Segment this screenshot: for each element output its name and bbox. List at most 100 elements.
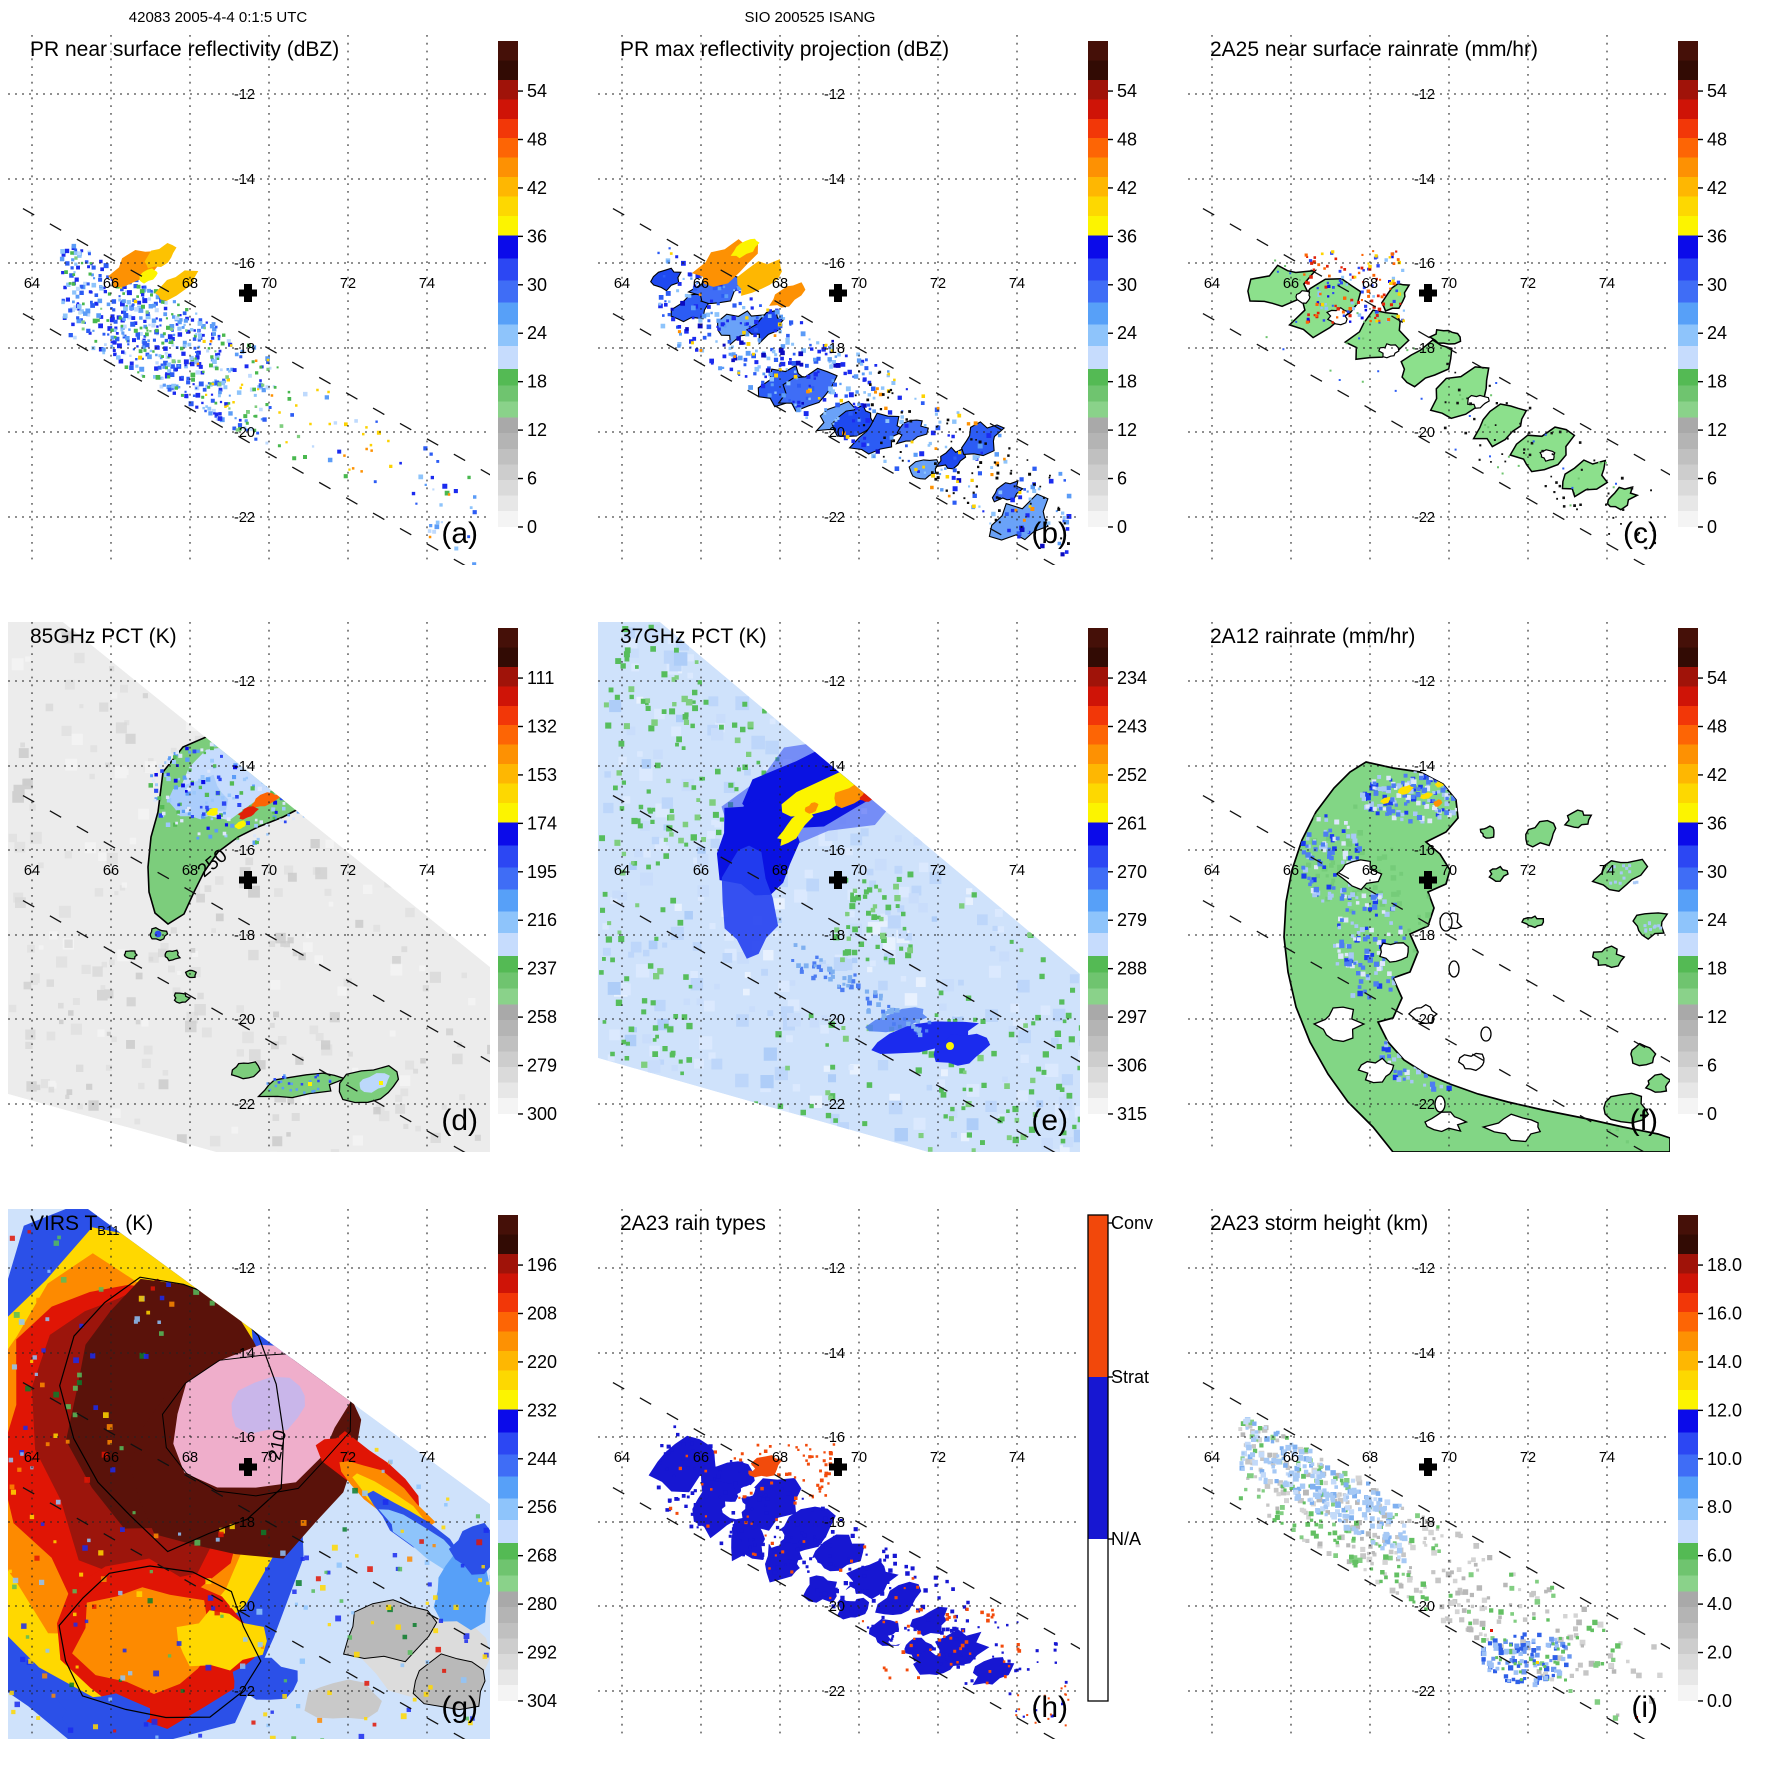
colorbar-tick-label: 174 xyxy=(527,813,557,833)
colorbar-tick-label: 220 xyxy=(527,1352,557,1372)
colorbar-tick-label: 4.0 xyxy=(1707,1594,1732,1614)
lon-label: 68 xyxy=(772,863,788,879)
grid: 64 66 68 70 72 74 -12 -14 -16 -18 -20 -22 xyxy=(8,622,490,1152)
lon-label: 72 xyxy=(930,863,946,879)
lat-label: -20 xyxy=(1414,1599,1435,1615)
lat-label: -16 xyxy=(234,256,255,272)
panel-title-a: PR near surface reflectivity (dBZ) xyxy=(30,38,340,61)
lon-label: 66 xyxy=(1283,1450,1299,1466)
swath-edge-line xyxy=(1188,199,1670,476)
panel-g: 210 64 66 68 70 72 74 -12 -14 -16 -18 -20 -22 (g) VIRS… xyxy=(8,1209,598,1771)
colorbar-tick-label: 42 xyxy=(527,178,547,198)
colorbar-tick-label: 258 xyxy=(527,1007,557,1027)
lat-label: -16 xyxy=(234,843,255,859)
panel-letter: (d) xyxy=(441,1104,478,1137)
lon-label: 74 xyxy=(419,276,435,292)
colorbar-tick-label: 195 xyxy=(527,862,557,882)
colorbar-tick-label: 36 xyxy=(1707,226,1727,246)
lat-label: -12 xyxy=(824,1261,845,1277)
lat-label: -16 xyxy=(824,1430,845,1446)
swath-edge-line xyxy=(598,199,1080,476)
lat-label: -20 xyxy=(824,425,845,441)
colorbar-tick-label: 54 xyxy=(527,81,547,101)
lon-label: 64 xyxy=(24,863,40,879)
center-marker-icon xyxy=(239,284,257,302)
colorbar-tick-label: 16.0 xyxy=(1707,1303,1742,1323)
colorbar-tick-label: 300 xyxy=(527,1104,557,1124)
colorbar-tick-label: 18 xyxy=(1707,959,1727,979)
lat-label: -16 xyxy=(234,1430,255,1446)
colorbar-tick-label: 48 xyxy=(1117,129,1137,149)
panel-h: 64 66 68 70 72 74 -12 -14 -16 -18 -20 -22 (h) 2A23 ra… xyxy=(598,1209,1188,1771)
lat-label: -18 xyxy=(234,928,255,944)
colorbar-tick-label: 237 xyxy=(527,959,557,979)
lat-label: -16 xyxy=(1414,843,1435,859)
colorbar-tick-label: 36 xyxy=(1707,813,1727,833)
colorbar-tick-label: 10.0 xyxy=(1707,1449,1742,1469)
colorbar-d: 111 132 153 174 195 216 237 258 279 300 xyxy=(498,628,557,1124)
center-marker-icon xyxy=(239,871,257,889)
lat-label: -20 xyxy=(1414,1012,1435,1028)
lon-label: 68 xyxy=(182,863,198,879)
panel-title-c: 2A25 near surface rainrate (mm/hr) xyxy=(1210,38,1538,61)
swath-edge-line xyxy=(8,199,490,476)
swath-edge-line xyxy=(1188,1373,1670,1650)
colorbar-tick-label: 208 xyxy=(527,1303,557,1323)
colorbar-tick-label: 6 xyxy=(527,469,537,489)
colorbar-tick-label: 6.0 xyxy=(1707,1546,1732,1566)
orbit-header: 42083 2005-4-4 0:1:5 UTC xyxy=(128,9,308,26)
colorbar-tick-label: 48 xyxy=(1707,716,1727,736)
colorbar-g: 196 208 220 232 244 256 268 280 292 304 xyxy=(498,1215,557,1711)
panel-title-i: 2A23 storm height (km) xyxy=(1210,1212,1429,1235)
panel-title-g: VIRS TB11 (K) xyxy=(30,1212,154,1239)
lon-label: 74 xyxy=(419,863,435,879)
lat-label: -18 xyxy=(1414,1515,1435,1531)
colorbar-tick-label: 268 xyxy=(527,1546,557,1566)
colorbar-tick-label: 48 xyxy=(527,129,547,149)
lat-label: -14 xyxy=(234,172,255,188)
lat-label: -22 xyxy=(824,1684,845,1700)
lat-label: -20 xyxy=(1414,425,1435,441)
colorbar-tick-label: 30 xyxy=(527,275,547,295)
colorbar-tick-label: 256 xyxy=(527,1497,557,1517)
lat-label: -18 xyxy=(234,1515,255,1531)
lon-label: 66 xyxy=(1283,863,1299,879)
colorbar-tick-label: 153 xyxy=(527,765,557,785)
colorbar-tick-label: 12 xyxy=(1707,420,1727,440)
colorbar-tick-label: 48 xyxy=(1707,129,1727,149)
swath-edge-line xyxy=(8,786,490,1063)
colorbar-tick-label: 234 xyxy=(1117,668,1147,688)
colorbar-tick-label: 111 xyxy=(527,668,554,688)
lat-label: -16 xyxy=(1414,256,1435,272)
grid: 64 66 68 70 72 74 -12 -14 -16 -18 -20 -22 xyxy=(598,1209,1080,1739)
lat-label: -22 xyxy=(234,1684,255,1700)
colorbar-tick-label: 6 xyxy=(1707,1056,1717,1076)
colorbar-tick-label: 306 xyxy=(1117,1056,1147,1076)
grid: 64 66 68 70 72 74 -12 -14 -16 -18 -20 -22 xyxy=(1188,622,1670,1152)
colorbar-tick-label: 18 xyxy=(1117,372,1137,392)
center-marker-icon xyxy=(1419,284,1437,302)
lat-label: -14 xyxy=(1414,1346,1435,1362)
lat-label: -14 xyxy=(824,759,845,775)
data-field xyxy=(648,1425,1070,1727)
colorbar-tick-label: 30 xyxy=(1117,275,1137,295)
map-c: 64 66 68 70 72 74 -12 -14 -16 -18 -20 -22 (c) xyxy=(1188,35,1670,565)
lon-label: 70 xyxy=(1441,276,1457,292)
colorbar-tick-label: 12 xyxy=(1707,1007,1727,1027)
map-i: 64 66 68 70 72 74 -12 -14 -16 -18 -20 -22 (i) xyxy=(1188,1209,1670,1739)
grid: 64 66 68 70 72 74 -12 -14 -16 -18 -20 -22 xyxy=(598,35,1080,565)
colorbar-tick-label: 6 xyxy=(1707,469,1717,489)
lon-label: 70 xyxy=(851,276,867,292)
map-a: 64 66 68 70 72 74 -12 -14 -16 -18 -20 -22 (a) xyxy=(8,35,490,565)
colorbar-tick-label: 36 xyxy=(1117,226,1137,246)
colorbar-tick-label: 54 xyxy=(1707,668,1727,688)
panel-a: 64 66 68 70 72 74 -12 -14 -16 -18 -20 -22 (a) PR near… xyxy=(8,35,598,601)
colorbar-tick-label: 196 xyxy=(527,1255,557,1275)
colorbar-tick-label: N/A xyxy=(1111,1529,1141,1549)
swath-edge-line xyxy=(1188,891,1646,1152)
panel-title-e: 37GHz PCT (K) xyxy=(620,625,767,648)
lon-label: 64 xyxy=(614,863,630,879)
colorbar-tick-label: 54 xyxy=(1117,81,1137,101)
lat-label: -20 xyxy=(234,425,255,441)
colorbar-tick-label: 279 xyxy=(1117,910,1147,930)
